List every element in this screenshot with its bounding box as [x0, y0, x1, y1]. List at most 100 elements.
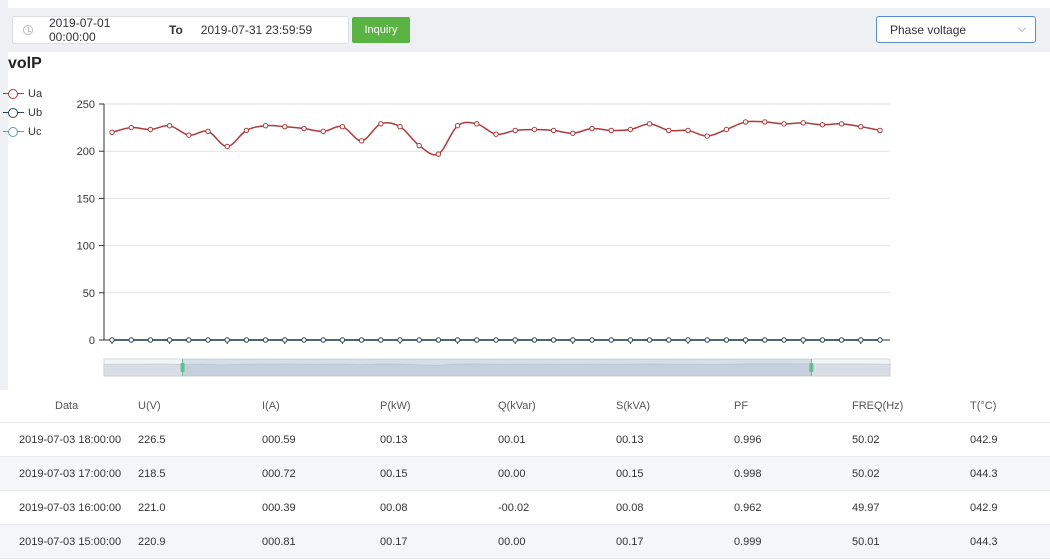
inquiry-button[interactable]: Inquiry [352, 17, 410, 43]
data-point-ua [819, 122, 826, 128]
table-cell: 50.02 [852, 467, 880, 480]
data-point-ua [550, 127, 557, 134]
data-point-ub [666, 337, 672, 343]
data-point-ub [109, 337, 115, 343]
y-tick-label: 250 [77, 99, 95, 111]
legend-marker-uc [3, 126, 24, 137]
data-point-ua [186, 132, 192, 138]
data-point-ub [723, 337, 730, 343]
data-point-ua [378, 121, 384, 127]
data-point-ub [282, 337, 288, 343]
data-point-ub [608, 337, 614, 343]
column-header: FREQ(Hz) [852, 400, 904, 412]
table-cell: 044.3 [970, 535, 998, 548]
table-cell: 2019-07-03 15:00:00 [19, 535, 122, 548]
data-point-ub [877, 337, 883, 343]
data-point-ub [762, 337, 768, 343]
data-point-ua [800, 120, 806, 126]
data-point-ua [358, 138, 365, 144]
series-line-ua [111, 120, 881, 156]
zoom-slider-window [182, 359, 812, 376]
data-point-ub [166, 337, 173, 343]
filter-toolbar: 2019-07-01 00:00:00 To 2019-07-31 23:59:… [8, 8, 1050, 52]
zoom-handle-left-grip [180, 363, 185, 372]
y-tick-label: 0 [89, 335, 95, 347]
data-point-ub [819, 337, 826, 343]
data-point-ub [800, 337, 806, 343]
date-separator: To [169, 23, 183, 37]
table-cell: 0.962 [734, 501, 762, 514]
column-header: I(A) [262, 400, 280, 412]
data-point-ub [589, 337, 595, 343]
legend-item-ua[interactable]: Ua [3, 84, 42, 103]
table-cell: -00.02 [498, 501, 530, 514]
data-point-ub [646, 337, 653, 343]
data-point-ua [320, 128, 326, 135]
data-point-ub [704, 337, 710, 343]
data-point-ub [742, 337, 749, 343]
data-point-ub [128, 337, 134, 343]
table-row[interactable]: 2019-07-03 16:00:00 221.0 000.39 00.08 -00.0… [0, 491, 1050, 525]
table-cell: 00.15 [380, 467, 408, 480]
y-tick-label: 50 [83, 288, 95, 300]
data-point-ub [781, 337, 787, 343]
legend-item-ub[interactable]: Ub [3, 103, 42, 122]
data-point-ua [435, 151, 442, 157]
table-cell: 50.02 [852, 433, 880, 446]
column-header: Q(kVar) [498, 400, 536, 412]
left-strip [0, 0, 8, 390]
table-cell: 0.999 [734, 535, 762, 548]
table-cell: 044.3 [970, 467, 998, 480]
table-row[interactable]: 2019-07-03 15:00:00 220.9 000.81 00.17 00.00… [0, 525, 1050, 559]
data-point-ua [646, 121, 653, 127]
data-point-ua [474, 121, 480, 127]
data-point-ub [205, 337, 211, 343]
data-point-ub [570, 337, 576, 343]
data-point-ua [666, 127, 672, 134]
table-cell: 221.0 [138, 501, 166, 514]
data-point-ub [435, 337, 442, 343]
y-tick-label: 150 [77, 193, 95, 205]
table-cell: 000.59 [262, 433, 296, 446]
data-point-ua [147, 126, 154, 133]
data-point-ua [282, 123, 288, 130]
data-point-ua [262, 123, 269, 129]
data-point-ub [339, 337, 346, 343]
table-cell: 218.5 [138, 467, 166, 480]
data-point-ua [570, 130, 576, 136]
data-point-ua [512, 127, 518, 134]
chart-title: volP [8, 55, 42, 72]
column-header: T(°C) [970, 400, 997, 412]
data-point-ub [416, 337, 422, 343]
table-cell: 000.72 [262, 467, 296, 480]
data-point-ua [531, 126, 538, 133]
data-point-ub [685, 337, 691, 343]
table-cell: 226.5 [138, 433, 166, 446]
table-cell: 0.996 [734, 433, 762, 446]
data-point-ua [339, 123, 346, 130]
table-row[interactable]: 2019-07-03 18:00:00 226.5 000.59 00.13 00.01… [0, 423, 1050, 457]
column-header: Data [55, 400, 79, 412]
data-point-ua [397, 123, 403, 130]
voltage-line-chart: 250 200 150 100 50 0 [77, 99, 891, 377]
data-point-ua [627, 126, 634, 133]
table-row[interactable]: 2019-07-03 17:00:00 218.5 000.72 00.15 00.00… [0, 457, 1050, 491]
table-cell: 00.13 [380, 433, 408, 446]
end-date[interactable]: 2019-07-31 23:59:59 [200, 23, 313, 37]
start-date[interactable]: 2019-07-01 00:00:00 [49, 16, 111, 44]
measurement-select[interactable]: Phase voltage [876, 16, 1036, 43]
date-range-picker[interactable]: 2019-07-01 00:00:00 To 2019-07-31 23:59:… [12, 16, 349, 44]
zoom-slider-preview [103, 363, 891, 377]
table-cell: 2019-07-03 18:00:00 [19, 433, 122, 446]
data-point-ua [205, 128, 211, 135]
legend-item-uc[interactable]: Uc [3, 122, 42, 141]
data-point-ub [838, 337, 845, 343]
data-point-ua [608, 127, 614, 134]
data-point-ub [224, 337, 230, 343]
table-cell: 00.08 [380, 501, 408, 514]
table-cell: 00.00 [498, 467, 526, 480]
table-cell: 0.998 [734, 467, 762, 480]
column-header: S(kVA) [616, 400, 651, 412]
table-cell: 00.15 [616, 467, 644, 480]
data-point-ub [474, 337, 480, 343]
